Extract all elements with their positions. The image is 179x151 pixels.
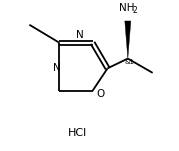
Text: &1: &1 [125,59,135,65]
Text: O: O [97,89,105,99]
Text: NH: NH [119,3,135,13]
Text: 2: 2 [132,6,137,14]
Polygon shape [125,21,131,59]
Text: N: N [76,29,84,40]
Text: HCl: HCl [68,128,87,138]
Text: N: N [53,63,61,73]
